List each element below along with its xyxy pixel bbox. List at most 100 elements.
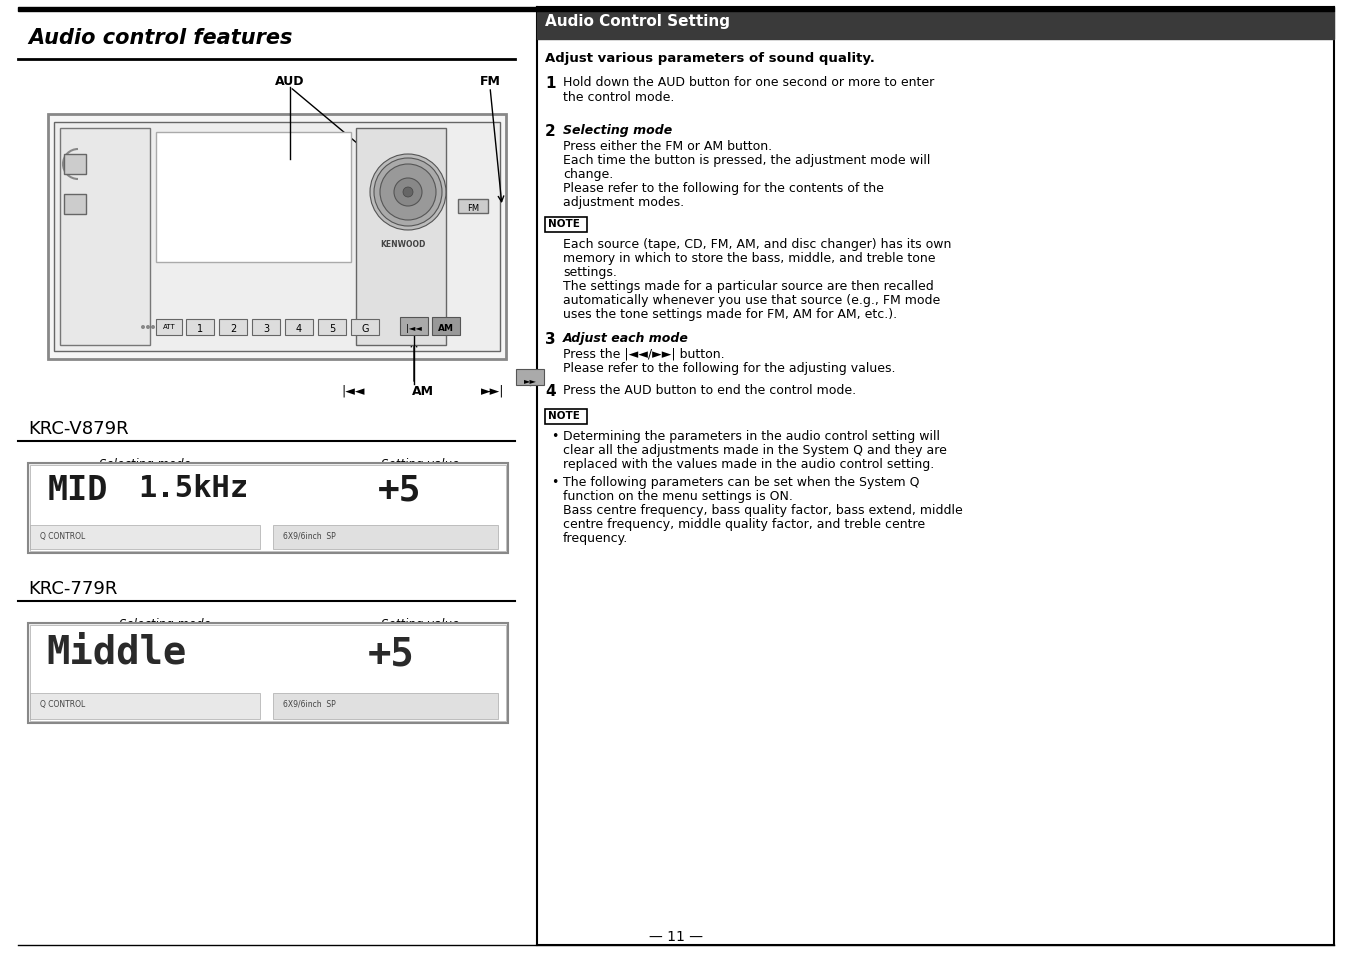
Text: Each time the button is pressed, the adjustment mode will: Each time the button is pressed, the adj… <box>562 153 930 167</box>
Text: ▼: ▼ <box>72 202 78 211</box>
Text: — 11 —: — 11 — <box>649 929 703 943</box>
Text: change.: change. <box>562 168 614 181</box>
Bar <box>64 194 87 214</box>
Text: Setting value: Setting value <box>381 618 460 630</box>
Text: KRC-V879R: KRC-V879R <box>28 419 128 437</box>
Bar <box>30 525 260 550</box>
Text: 1: 1 <box>197 324 203 334</box>
Bar <box>28 463 508 554</box>
Text: AM: AM <box>438 324 454 333</box>
Text: KENWOOD: KENWOOD <box>380 240 426 249</box>
Text: the control mode.: the control mode. <box>562 91 675 104</box>
Bar <box>285 319 314 335</box>
Text: AM: AM <box>412 385 434 397</box>
Bar <box>30 693 260 720</box>
Text: Setting value: Setting value <box>381 457 460 471</box>
Text: ►►|: ►►| <box>481 385 504 397</box>
Text: NOTE: NOTE <box>548 219 580 229</box>
Text: Adjust each mode: Adjust each mode <box>562 332 690 345</box>
Text: The following parameters can be set when the System Q: The following parameters can be set when… <box>562 476 919 489</box>
Text: frequency.: frequency. <box>562 532 629 544</box>
Text: The settings made for a particular source are then recalled: The settings made for a particular sourc… <box>562 280 934 293</box>
Bar <box>545 410 587 424</box>
Text: G: G <box>361 324 369 334</box>
Bar <box>54 123 500 352</box>
Text: replaced with the values made in the audio control setting.: replaced with the values made in the aud… <box>562 457 934 471</box>
Text: 6X9/6inch  SP: 6X9/6inch SP <box>283 700 335 708</box>
Text: Q CONTROL: Q CONTROL <box>41 700 85 708</box>
Text: 2: 2 <box>545 124 556 139</box>
Bar <box>458 200 488 213</box>
Bar <box>251 319 280 335</box>
Text: 2: 2 <box>230 324 237 334</box>
Text: •: • <box>552 476 558 489</box>
Text: +5: +5 <box>379 474 422 507</box>
Bar <box>64 154 87 174</box>
Text: function on the menu settings is ON.: function on the menu settings is ON. <box>562 490 792 502</box>
Bar <box>187 319 214 335</box>
Bar <box>155 319 183 335</box>
Bar <box>28 623 508 723</box>
Circle shape <box>141 326 145 330</box>
Text: FM: FM <box>480 75 500 88</box>
Bar <box>273 693 498 720</box>
Bar <box>30 625 506 721</box>
Text: settings.: settings. <box>562 266 617 278</box>
Text: ATT: ATT <box>162 324 176 330</box>
Text: Selecting mode: Selecting mode <box>119 618 211 630</box>
Text: 3: 3 <box>262 324 269 334</box>
Text: Selecting mode: Selecting mode <box>99 457 191 471</box>
Text: 5: 5 <box>329 324 335 334</box>
Text: Middle: Middle <box>46 634 187 671</box>
Text: Audio Control Setting: Audio Control Setting <box>545 14 730 29</box>
Bar <box>356 129 446 346</box>
Text: Adjust various parameters of sound quality.: Adjust various parameters of sound quali… <box>545 52 875 65</box>
Text: Press the AUD button to end the control mode.: Press the AUD button to end the control … <box>562 384 856 396</box>
Bar <box>59 129 150 346</box>
Text: 6X9/6inch  SP: 6X9/6inch SP <box>283 532 335 540</box>
Circle shape <box>151 326 155 330</box>
Bar <box>352 319 379 335</box>
Text: Please refer to the following for the contents of the: Please refer to the following for the co… <box>562 182 884 194</box>
Text: memory in which to store the bass, middle, and treble tone: memory in which to store the bass, middl… <box>562 252 936 265</box>
Bar <box>273 525 498 550</box>
Circle shape <box>393 179 422 207</box>
Text: •: • <box>552 430 558 442</box>
Circle shape <box>370 154 446 231</box>
Text: Q CONTROL: Q CONTROL <box>41 532 85 540</box>
Text: |◄◄: |◄◄ <box>406 324 422 333</box>
Text: FM: FM <box>466 204 479 213</box>
Text: 1.5kHz: 1.5kHz <box>138 474 249 502</box>
Bar <box>30 465 506 552</box>
Bar <box>318 319 346 335</box>
Text: AUD: AUD <box>276 75 304 88</box>
Bar <box>400 317 429 335</box>
Text: adjustment modes.: adjustment modes. <box>562 195 684 209</box>
Text: Selecting mode: Selecting mode <box>562 124 672 137</box>
Bar <box>219 319 247 335</box>
Text: uses the tone settings made for FM, AM for AM, etc.).: uses the tone settings made for FM, AM f… <box>562 308 898 320</box>
Circle shape <box>375 159 442 227</box>
Circle shape <box>403 188 412 198</box>
Bar <box>516 370 544 386</box>
Text: Press either the FM or AM button.: Press either the FM or AM button. <box>562 140 772 152</box>
Text: Hold down the AUD button for one second or more to enter: Hold down the AUD button for one second … <box>562 76 934 89</box>
Text: Each source (tape, CD, FM, AM, and disc changer) has its own: Each source (tape, CD, FM, AM, and disc … <box>562 237 952 251</box>
Text: 4: 4 <box>296 324 301 334</box>
Bar <box>433 317 460 335</box>
Circle shape <box>146 326 150 330</box>
Bar <box>155 132 352 263</box>
Text: 3: 3 <box>545 332 556 347</box>
Circle shape <box>380 165 435 221</box>
Text: ▲: ▲ <box>72 162 78 171</box>
Text: Bass centre frequency, bass quality factor, bass extend, middle: Bass centre frequency, bass quality fact… <box>562 503 963 517</box>
Text: automatically whenever you use that source (e.g., FM mode: automatically whenever you use that sour… <box>562 294 940 307</box>
Bar <box>545 218 587 233</box>
Text: MID: MID <box>49 474 108 506</box>
Text: ►►: ►► <box>523 375 537 385</box>
Text: 1: 1 <box>545 76 556 91</box>
Bar <box>537 12 1334 40</box>
Text: Press the |◄◄/►►| button.: Press the |◄◄/►►| button. <box>562 348 725 360</box>
Text: +5: +5 <box>368 636 415 673</box>
Text: centre frequency, middle quality factor, and treble centre: centre frequency, middle quality factor,… <box>562 517 925 531</box>
